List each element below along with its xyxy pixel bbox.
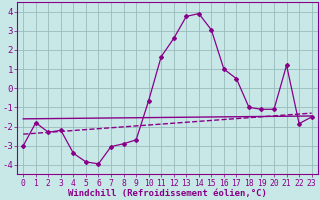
X-axis label: Windchill (Refroidissement éolien,°C): Windchill (Refroidissement éolien,°C) — [68, 189, 267, 198]
